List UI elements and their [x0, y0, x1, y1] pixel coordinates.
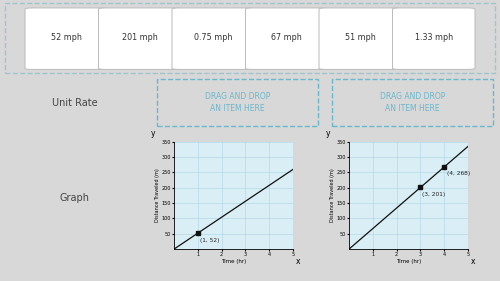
Text: (4, 268): (4, 268) [446, 171, 470, 176]
Text: x: x [470, 257, 475, 266]
Text: DRAG AND DROP
AN ITEM HERE: DRAG AND DROP AN ITEM HERE [380, 92, 445, 113]
Text: x: x [296, 257, 300, 266]
FancyBboxPatch shape [25, 8, 107, 69]
Text: 1.33 mph: 1.33 mph [414, 33, 453, 42]
Text: 52 mph: 52 mph [51, 33, 82, 42]
FancyBboxPatch shape [98, 8, 181, 69]
Text: Graph: Graph [60, 193, 90, 203]
FancyBboxPatch shape [172, 8, 254, 69]
Y-axis label: Distance Traveled (m): Distance Traveled (m) [330, 169, 335, 222]
Text: 51 mph: 51 mph [345, 33, 376, 42]
X-axis label: Time (hr): Time (hr) [221, 259, 246, 264]
Text: y: y [150, 129, 155, 138]
Text: (3, 201): (3, 201) [422, 192, 446, 197]
Text: (1, 52): (1, 52) [200, 238, 220, 243]
Text: Unit Rate: Unit Rate [52, 98, 98, 108]
Y-axis label: Distance Traveled (m): Distance Traveled (m) [155, 169, 160, 222]
FancyBboxPatch shape [319, 8, 402, 69]
Text: 67 mph: 67 mph [272, 33, 302, 42]
Text: 0.75 mph: 0.75 mph [194, 33, 232, 42]
X-axis label: Time (hr): Time (hr) [396, 259, 421, 264]
Text: 201 mph: 201 mph [122, 33, 158, 42]
Text: DRAG AND DROP
AN ITEM HERE: DRAG AND DROP AN ITEM HERE [205, 92, 270, 113]
FancyBboxPatch shape [392, 8, 475, 69]
FancyBboxPatch shape [246, 8, 328, 69]
Text: y: y [326, 129, 330, 138]
